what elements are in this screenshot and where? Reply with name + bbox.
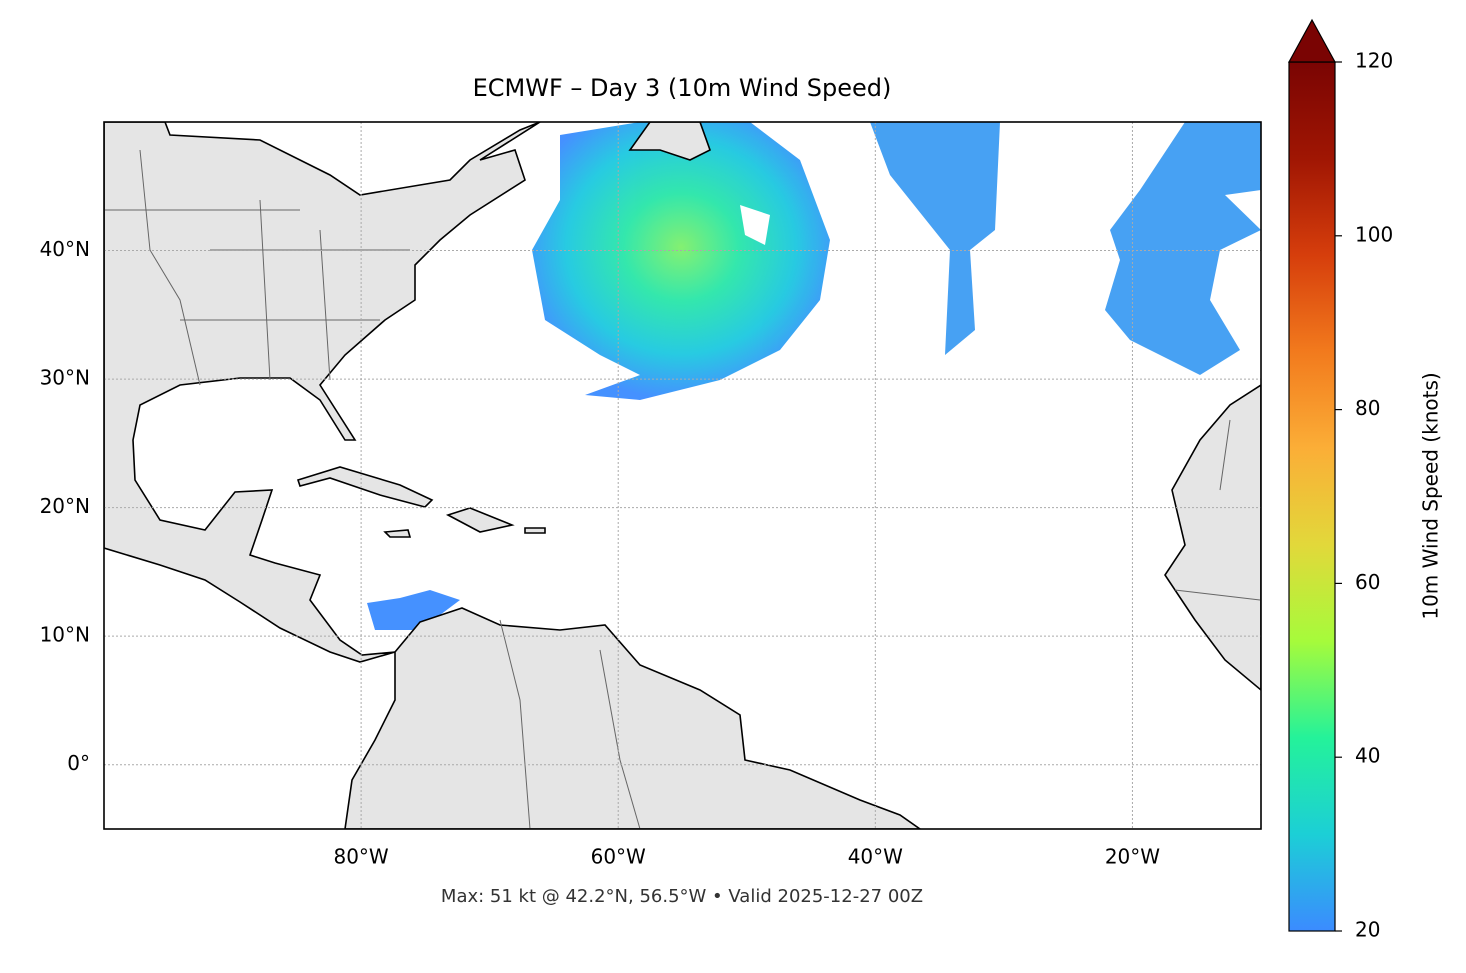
y-tick-label: 40°N [40,237,90,261]
hispaniola [445,507,515,533]
colorbar-tick-label: 40 [1355,744,1380,768]
colorbar-extend [1287,18,1337,63]
wind-field [367,122,1261,630]
y-tick-label: 20°N [40,494,90,518]
colorbar-tick-label: 20 [1355,918,1380,942]
plot-frame [103,121,1262,830]
colorbar [1288,61,1336,932]
x-tick-label: 80°W [333,845,388,869]
africa [1164,384,1261,692]
x-tick-label: 60°W [591,845,646,869]
y-tick-label: 0° [67,751,90,775]
newfoundland [628,122,711,161]
south-america [344,607,922,829]
y-tick-label: 10°N [40,623,90,647]
colorbar-tick-label: 120 [1355,49,1393,73]
north-america [104,122,541,663]
x-tick-label: 20°W [1105,845,1160,869]
puerto-rico [524,527,546,534]
colorbar-tick-label: 80 [1355,396,1380,420]
state-borders [104,149,1261,829]
y-tick-label: 30°N [40,366,90,390]
colorbar-label: 10m Wind Speed (knots) [1419,372,1443,619]
map-title: ECMWF – Day 3 (10m Wind Speed) [473,74,892,102]
footnote: Max: 51 kt @ 42.2°N, 56.5°W • Valid 2025… [441,886,923,907]
map-area [104,122,1261,829]
colorbar-tick-label: 100 [1355,222,1393,246]
cuba [296,466,434,508]
x-tick-label: 40°W [848,845,903,869]
colorbar-tick-label: 60 [1355,570,1380,594]
jamaica [383,529,412,538]
